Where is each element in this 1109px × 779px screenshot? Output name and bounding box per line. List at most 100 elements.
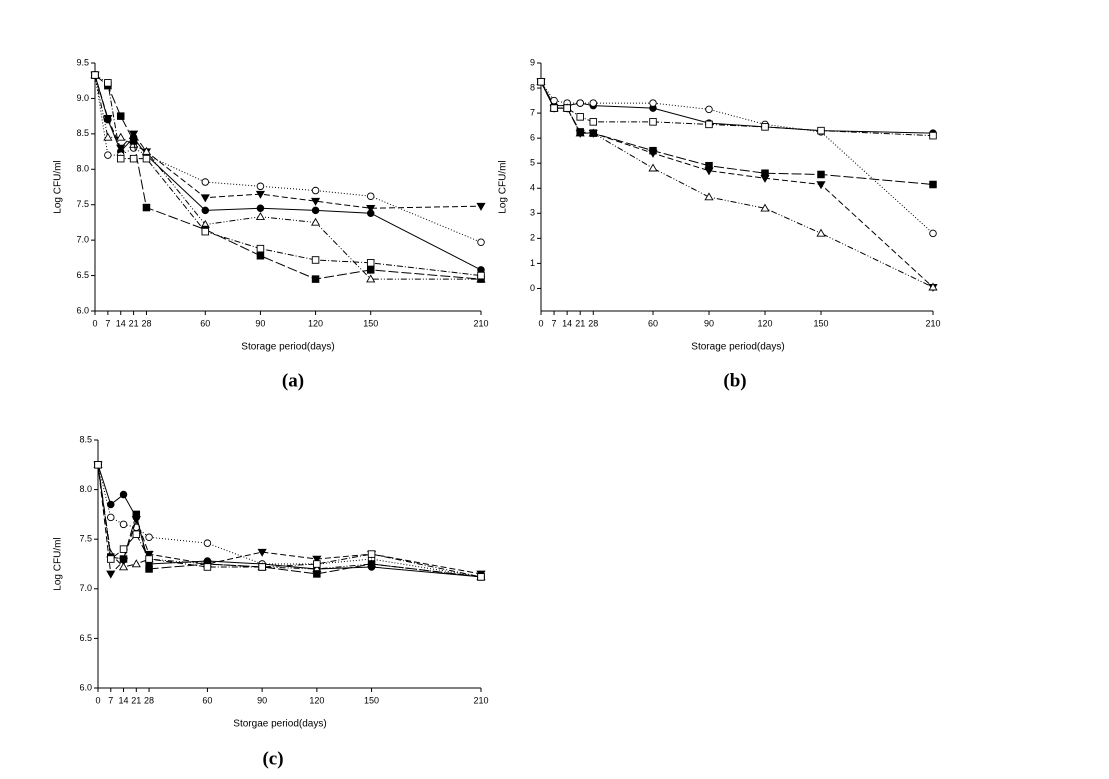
marker [367,560,376,568]
y-tick-label: 0 [530,283,535,293]
x-tick-label: 120 [308,318,323,328]
y-tick-label: 7.0 [79,583,92,593]
x-tick-label: 150 [364,695,379,705]
caption: (c) [262,748,283,769]
y-tick-label: 1 [530,258,535,268]
marker [256,204,265,213]
x-tick-label: 21 [129,318,139,328]
series-line [97,464,482,578]
marker [141,146,152,155]
marker [145,555,153,563]
x-tick-label: 60 [200,318,210,328]
marker [817,170,825,179]
marker [103,115,113,123]
marker [106,570,116,579]
x-tick-label: 21 [131,695,141,705]
marker [928,282,938,291]
marker [107,513,115,522]
marker [589,118,598,126]
series-line [540,81,934,137]
series-line [97,464,482,578]
x-tick-label: 90 [257,695,267,705]
marker [119,520,128,529]
marker [91,71,99,79]
marker [107,555,115,563]
marker [256,244,265,253]
marker [310,197,321,206]
series-line [94,74,481,280]
marker [119,555,128,563]
marker [648,163,658,172]
y-tick-label: 8 [530,82,535,92]
marker [107,500,115,509]
marker [129,137,138,145]
caption: (a) [282,370,304,391]
marker [313,570,321,578]
marker [116,132,126,141]
y-tick-label: 8.5 [76,128,89,138]
x-tick-label: 120 [309,695,324,705]
x-tick-label: 60 [648,318,658,328]
x-axis-label: Storage period(days) [691,342,784,353]
series-line [94,74,482,271]
marker [119,490,128,499]
x-axis-label: Storgae period(days) [233,719,326,730]
marker [255,212,266,221]
marker [576,99,584,107]
y-tick-label: 8.0 [79,484,92,494]
x-tick-label: 60 [202,695,212,705]
marker [929,131,937,140]
y-tick-label: 7.5 [76,199,89,209]
series-line [540,81,934,288]
marker [104,79,112,87]
marker [201,206,210,215]
marker [761,169,769,177]
marker [576,128,584,136]
y-axis-label: Log CFU/ml [53,160,64,213]
caption: (b) [723,370,746,391]
y-tick-label: 9.0 [76,93,89,103]
marker [310,217,321,226]
marker [145,565,153,573]
x-axis-label: Storage period(days) [241,342,334,353]
x-tick-label: 28 [144,695,154,705]
marker [311,275,320,283]
series-line [94,74,482,277]
y-tick-label: 7.5 [79,534,92,544]
x-tick-label: 7 [105,318,110,328]
y-tick-label: 9 [530,57,535,67]
marker [116,112,125,120]
marker [256,251,265,260]
marker [132,510,141,519]
marker [132,530,141,538]
marker [200,194,210,203]
marker [366,192,375,200]
marker [589,129,598,137]
marker [537,78,545,86]
series-line [540,81,934,288]
marker [142,154,151,163]
marker [131,559,141,568]
marker [816,228,826,237]
marker [311,256,320,264]
series-line [540,81,934,234]
series-line [97,464,482,578]
x-tick-label: 7 [108,695,113,705]
marker [116,154,125,163]
marker [129,130,139,139]
x-tick-label: 14 [119,695,129,705]
y-tick-label: 8.0 [76,164,89,174]
x-tick-label: 28 [141,318,151,328]
marker [256,182,265,191]
y-tick-label: 6.5 [79,633,92,643]
x-tick-label: 14 [562,318,572,328]
marker [761,123,769,131]
x-tick-label: 7 [552,318,557,328]
marker [705,161,713,170]
marker [589,99,598,107]
marker [94,461,102,469]
y-axis-label: Log CFU/ml [498,160,509,213]
marker [311,186,320,195]
x-tick-label: 210 [925,318,940,328]
marker [129,154,138,163]
